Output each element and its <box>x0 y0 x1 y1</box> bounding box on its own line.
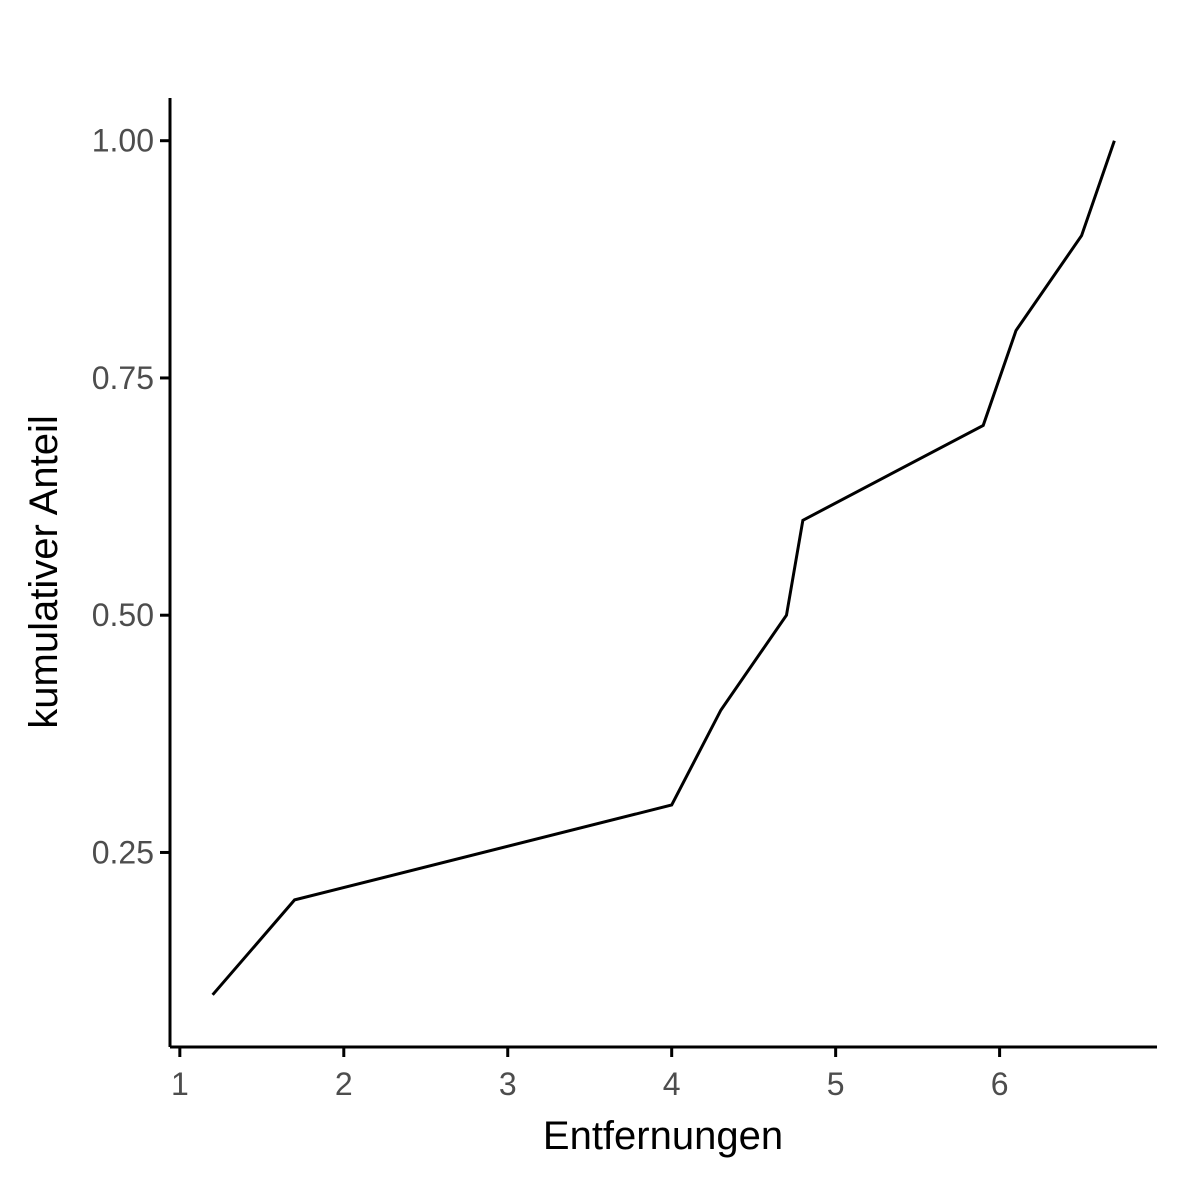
y-axis-title: kumulativer Anteil <box>22 415 66 728</box>
y-tick-label: 1.00 <box>92 123 154 159</box>
y-tick-label: 0.50 <box>92 597 154 633</box>
cumulative-line <box>211 140 1116 996</box>
y-tick-label: 0.25 <box>92 834 154 870</box>
x-tick-label: 1 <box>171 1066 189 1102</box>
x-tick-label: 2 <box>335 1066 353 1102</box>
y-axis-ticks: 0.25 0.50 0.75 1.00 <box>92 123 170 870</box>
x-axis-ticks: 1 2 3 4 5 6 <box>171 1047 1009 1102</box>
x-tick-label: 4 <box>663 1066 681 1102</box>
x-tick-label: 6 <box>991 1066 1009 1102</box>
plot-area <box>168 98 1157 1049</box>
x-tick-label: 5 <box>827 1066 845 1102</box>
x-tick-label: 3 <box>499 1066 517 1102</box>
x-axis-title: Entfernungen <box>543 1114 783 1158</box>
y-tick-label: 0.75 <box>92 360 154 396</box>
